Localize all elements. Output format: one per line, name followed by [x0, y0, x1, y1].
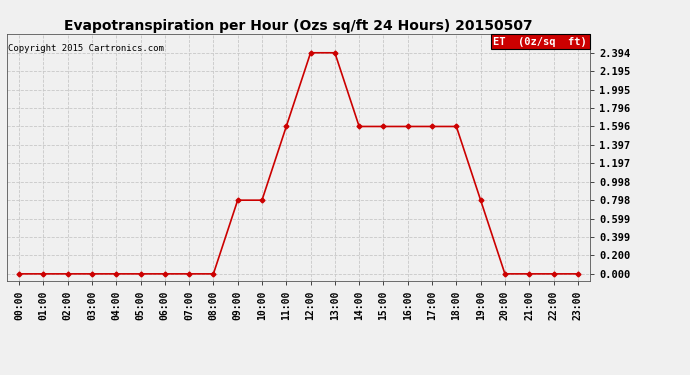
- Text: ET  (0z/sq  ft): ET (0z/sq ft): [493, 36, 587, 46]
- Text: Copyright 2015 Cartronics.com: Copyright 2015 Cartronics.com: [8, 44, 164, 52]
- Title: Evapotranspiration per Hour (Ozs sq/ft 24 Hours) 20150507: Evapotranspiration per Hour (Ozs sq/ft 2…: [64, 19, 533, 33]
